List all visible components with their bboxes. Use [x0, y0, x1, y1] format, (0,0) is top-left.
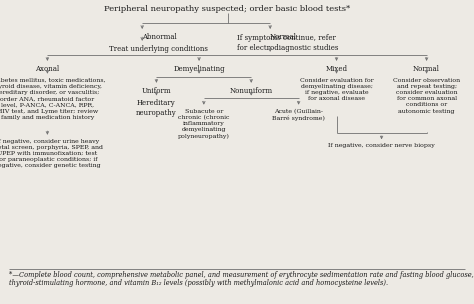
Text: Uniform: Uniform	[142, 87, 171, 95]
Text: Axonal: Axonal	[36, 65, 59, 73]
Text: Normal: Normal	[270, 33, 297, 41]
Text: Subacute or
chronic (chronic
inflammatory
demyelinating
polyneuropathy): Subacute or chronic (chronic inflammator…	[178, 109, 230, 139]
Text: Treat underlying conditions: Treat underlying conditions	[109, 45, 208, 53]
Text: thyroid-stimulating hormone, and vitamin B₁₂ levels (possibly with methylmalonic: thyroid-stimulating hormone, and vitamin…	[9, 279, 389, 287]
Text: Hereditary
neuropathy: Hereditary neuropathy	[136, 99, 177, 117]
Text: Mixed: Mixed	[326, 65, 347, 73]
Text: Diabetes mellitus, toxic medications,
thyroid disease, vitamin deficiency,
hered: Diabetes mellitus, toxic medications, th…	[0, 78, 105, 120]
Text: Normal: Normal	[413, 65, 440, 73]
Text: Demyelinating: Demyelinating	[173, 65, 225, 73]
Text: If negative, consider urine heavy
metal screen, porphyria, SPEP, and
UPEP with i: If negative, consider urine heavy metal …	[0, 139, 103, 168]
Text: Peripheral neuropathy suspected; order basic blood tests*: Peripheral neuropathy suspected; order b…	[104, 5, 351, 12]
Text: Consider evaluation for
demyelinating disease;
if negative, evaluate
for axonal : Consider evaluation for demyelinating di…	[300, 78, 374, 101]
Text: Abnormal: Abnormal	[142, 33, 177, 41]
Text: Consider observation
and repeat testing;
consider evaluation
for common axonal
c: Consider observation and repeat testing;…	[393, 78, 460, 113]
Text: If symptoms continue, refer
for electrodiagnostic studies: If symptoms continue, refer for electrod…	[237, 34, 338, 52]
Text: If negative, consider nerve biopsy: If negative, consider nerve biopsy	[328, 143, 435, 148]
Text: Acute (Guillain-
Barré syndrome): Acute (Guillain- Barré syndrome)	[272, 109, 325, 120]
Text: *—Complete blood count, comprehensive metabolic panel, and measurement of erythr: *—Complete blood count, comprehensive me…	[9, 271, 474, 278]
Text: Nonuniform: Nonuniform	[230, 87, 273, 95]
